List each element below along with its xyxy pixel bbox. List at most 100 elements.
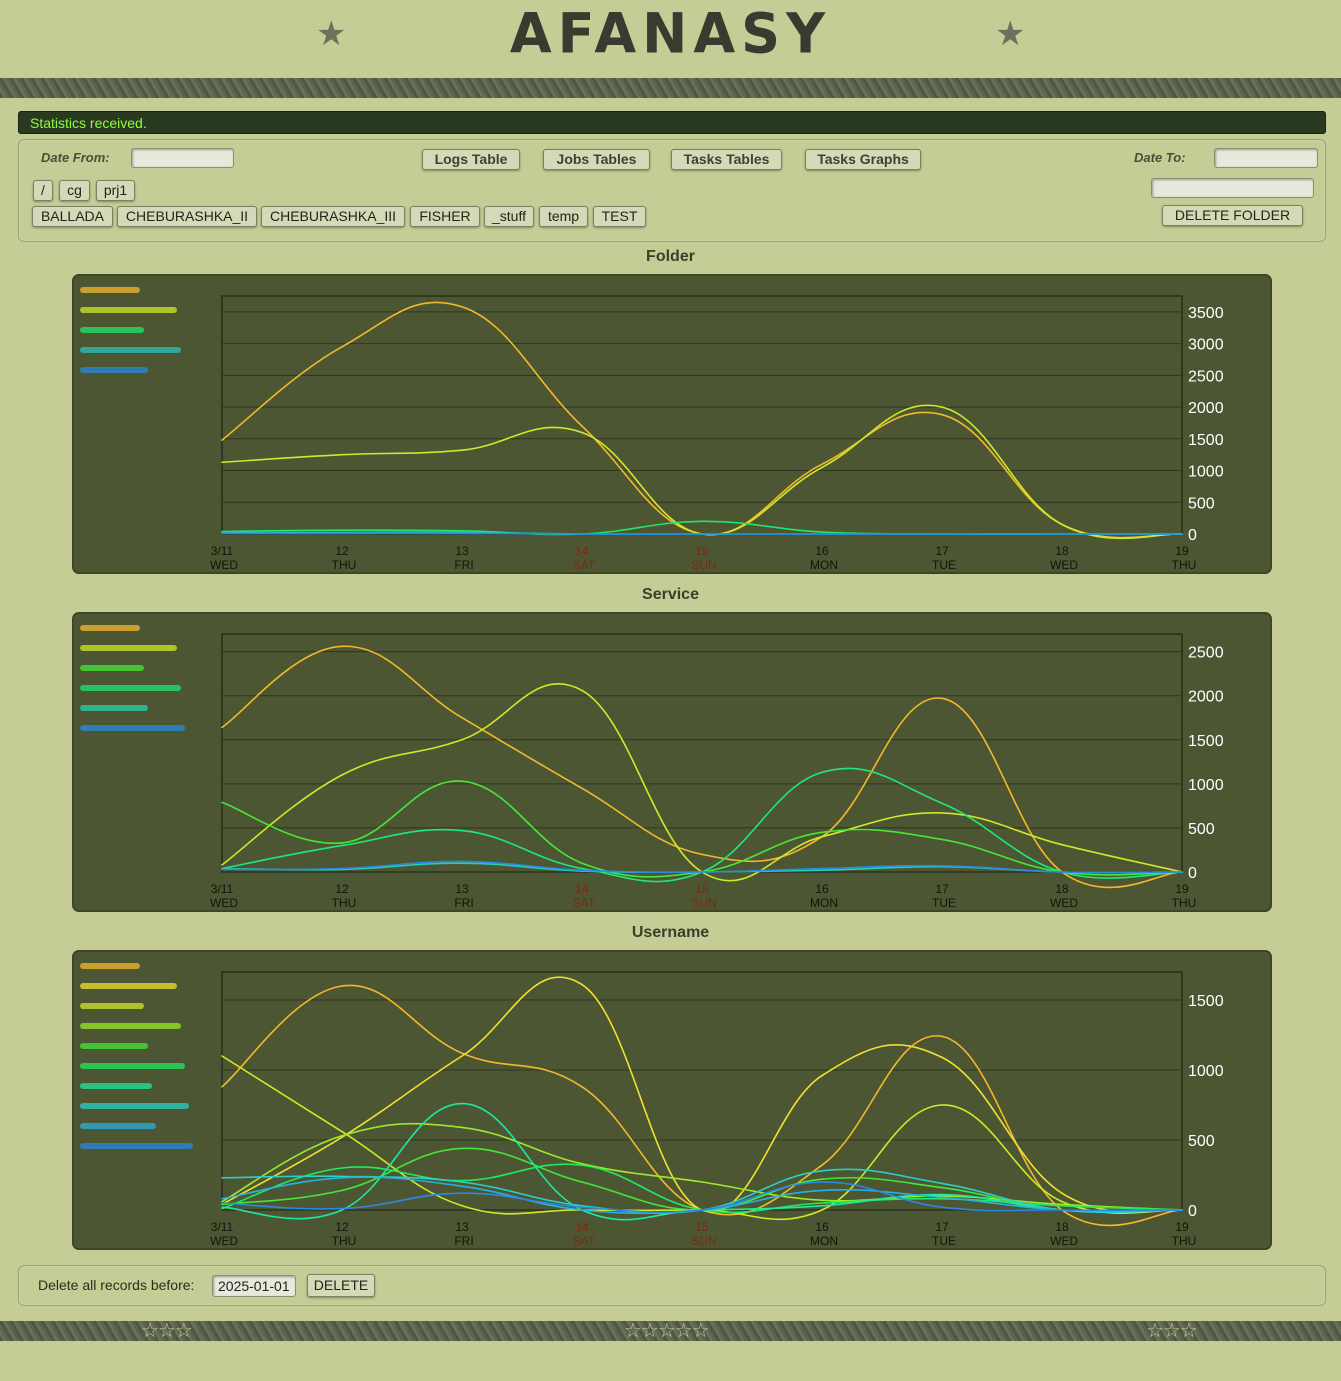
data-point — [461, 780, 463, 783]
data-point — [461, 1052, 463, 1054]
filter-panel: Date From: Logs Table Jobs Tables Tasks … — [18, 139, 1326, 242]
data-point — [941, 1186, 943, 1189]
date-to-input[interactable] — [1214, 148, 1318, 168]
data-point — [941, 413, 943, 416]
x-tick-label: 12 — [335, 1220, 349, 1234]
folder-button[interactable]: _stuff — [484, 206, 534, 227]
data-point — [221, 461, 223, 464]
app-logo: AFANASY — [509, 1, 832, 66]
logs-table-button[interactable]: Logs Table — [422, 149, 520, 170]
x-tick-day: WED — [1050, 896, 1078, 910]
jobs-tables-button[interactable]: Jobs Tables — [543, 149, 650, 170]
path-cg-button[interactable]: cg — [59, 180, 90, 201]
x-tick-label: 13 — [455, 882, 469, 896]
data-point — [1181, 1209, 1183, 1211]
data-point — [461, 738, 463, 741]
folder-input[interactable] — [1151, 178, 1314, 198]
data-point — [341, 867, 343, 870]
data-point — [581, 1205, 583, 1207]
x-tick-day: TUE — [932, 1234, 956, 1248]
x-tick-day: THU — [1172, 558, 1197, 572]
data-point — [941, 697, 943, 700]
x-tick-label: 12 — [335, 544, 349, 558]
data-point — [221, 864, 223, 866]
folder-button[interactable]: CHEBURASHKA_II — [117, 206, 257, 227]
legend-swatch — [80, 287, 140, 293]
data-point — [461, 1179, 463, 1182]
data-point — [581, 689, 583, 692]
data-point — [941, 1182, 943, 1185]
folder-button[interactable]: BALLADA — [32, 206, 113, 227]
x-tick-label: 19 — [1175, 1220, 1189, 1234]
x-tick-day: WED — [1050, 1234, 1078, 1248]
x-tick-label: 15 — [695, 544, 709, 558]
y-tick-label: 1000 — [1188, 777, 1224, 794]
delete-records-button[interactable]: DELETE — [307, 1274, 375, 1297]
data-point — [821, 771, 823, 774]
data-point — [821, 531, 823, 533]
x-tick-label: 15 — [695, 1220, 709, 1234]
data-point — [581, 1164, 583, 1166]
x-tick-label: 16 — [815, 1220, 829, 1234]
x-tick-day: SUN — [691, 896, 716, 910]
x-tick-day: WED — [210, 558, 238, 572]
x-tick-label: 19 — [1175, 882, 1189, 896]
data-point — [221, 1207, 223, 1210]
data-point — [941, 533, 943, 535]
x-tick-label: 13 — [455, 1220, 469, 1234]
series-line — [221, 683, 1183, 882]
data-point — [461, 1102, 463, 1105]
data-point — [941, 1195, 943, 1197]
x-tick-label: 3/11 — [211, 544, 234, 558]
data-point — [221, 726, 223, 729]
x-tick-day: THU — [332, 896, 357, 910]
data-point — [341, 1175, 343, 1178]
data-point — [701, 533, 703, 535]
cleanup-date-input[interactable] — [212, 1275, 296, 1297]
y-tick-label: 1500 — [1188, 993, 1224, 1010]
x-tick-day: FRI — [454, 896, 473, 910]
tasks-graphs-button[interactable]: Tasks Graphs — [805, 149, 921, 170]
x-tick-label: 3/11 — [211, 882, 234, 896]
data-point — [821, 869, 823, 872]
status-bar: Statistics received. — [18, 111, 1326, 134]
path-prj1-button[interactable]: prj1 — [96, 180, 135, 201]
y-tick-label: 1500 — [1188, 733, 1224, 750]
folder-button[interactable]: temp — [539, 206, 588, 227]
legend-swatch — [80, 1083, 152, 1089]
data-point — [941, 865, 943, 867]
legend-swatch — [80, 347, 181, 353]
data-point — [941, 1035, 943, 1038]
data-point — [941, 1193, 943, 1196]
data-point — [221, 1086, 223, 1088]
data-point — [821, 1205, 823, 1207]
x-tick-day: THU — [1172, 896, 1197, 910]
data-point — [341, 844, 343, 847]
data-point — [821, 1074, 823, 1077]
header: ★ AFANASY ★ — [0, 0, 1341, 100]
folder-button[interactable]: FISHER — [410, 206, 480, 227]
x-tick-label: 17 — [935, 882, 949, 896]
legend-swatch — [80, 367, 148, 373]
delete-folder-button[interactable]: DELETE FOLDER — [1162, 205, 1303, 226]
data-point — [461, 1147, 463, 1150]
y-tick-label: 0 — [1188, 865, 1197, 882]
data-point — [821, 533, 823, 535]
footer-stars-right: ☆☆☆ — [1146, 1320, 1198, 1342]
x-tick-day: WED — [210, 896, 238, 910]
folder-button[interactable]: TEST — [593, 206, 646, 227]
data-point — [341, 453, 343, 456]
data-point — [581, 1209, 583, 1211]
data-point — [341, 532, 343, 535]
y-tick-label: 0 — [1188, 527, 1197, 544]
username-chart: 0 500 1000 1500 3/11 WED 12 THU 13 FRI 14 SAT 15 SUN 1… — [72, 950, 1272, 1250]
tasks-tables-button[interactable]: Tasks Tables — [671, 149, 782, 170]
x-tick-label: 12 — [335, 882, 349, 896]
legend-swatch — [80, 1123, 156, 1129]
series-line — [221, 404, 1183, 540]
path-root-button[interactable]: / — [33, 180, 53, 201]
date-from-input[interactable] — [131, 148, 234, 168]
x-tick-day: SAT — [573, 558, 596, 572]
folder-button[interactable]: CHEBURASHKA_III — [261, 206, 405, 227]
header-divider — [0, 78, 1341, 98]
